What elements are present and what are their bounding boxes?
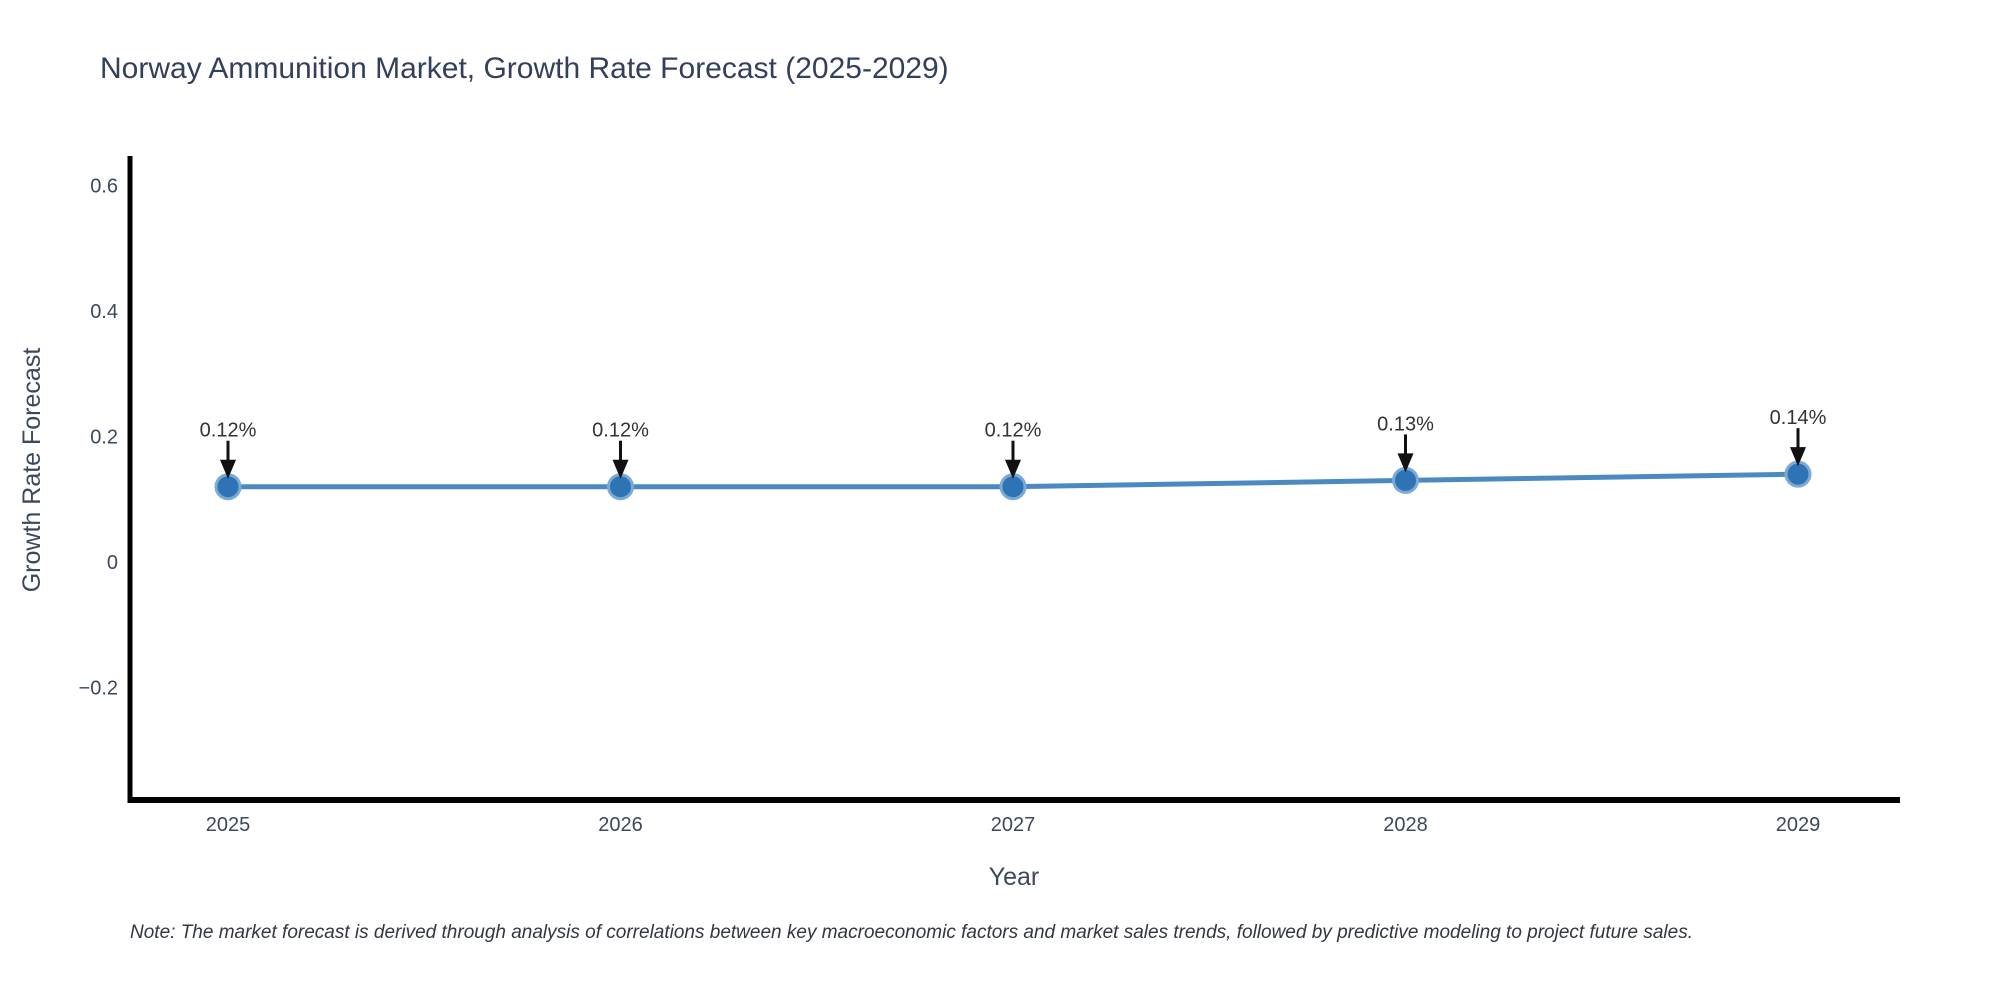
y-tick-label: 0.4: [90, 301, 118, 323]
data-point-label: 0.12%: [985, 420, 1042, 442]
annotation-arrowhead-icon: [1790, 447, 1806, 467]
data-point-label: 0.13%: [1377, 413, 1434, 435]
data-point-label: 0.12%: [200, 420, 257, 442]
annotation-arrowhead-icon: [1397, 453, 1414, 473]
x-tick-label: 2027: [991, 814, 1036, 836]
annotation-arrowhead-icon: [612, 459, 629, 479]
chart-title: Norway Ammunition Market, Growth Rate Fo…: [100, 52, 949, 85]
y-tick-label: 0: [107, 552, 118, 574]
x-tick-label: 2029: [1776, 814, 1821, 836]
y-tick-label: 0.2: [90, 427, 118, 449]
data-point-label: 0.12%: [592, 420, 649, 442]
data-point-label: 0.14%: [1770, 407, 1827, 429]
x-tick-label: 2028: [1383, 814, 1428, 836]
annotation-arrowhead-icon: [220, 459, 236, 479]
x-tick-label: 2026: [598, 814, 643, 836]
y-axis-title: Growth Rate Forecast: [18, 348, 46, 593]
y-tick-label: −0.2: [79, 678, 118, 700]
x-axis-title: Year: [989, 863, 1040, 891]
annotation-arrowhead-icon: [1005, 459, 1021, 479]
y-tick-label: 0.6: [90, 176, 118, 198]
x-tick-label: 2025: [206, 814, 251, 836]
footnote: Note: The market forecast is derived thr…: [130, 922, 1693, 943]
plot-area: 0.6 0.4 0.2 0 −0.2 2025 2026 2027 2028 2029 0.12% 0…: [79, 156, 1900, 836]
